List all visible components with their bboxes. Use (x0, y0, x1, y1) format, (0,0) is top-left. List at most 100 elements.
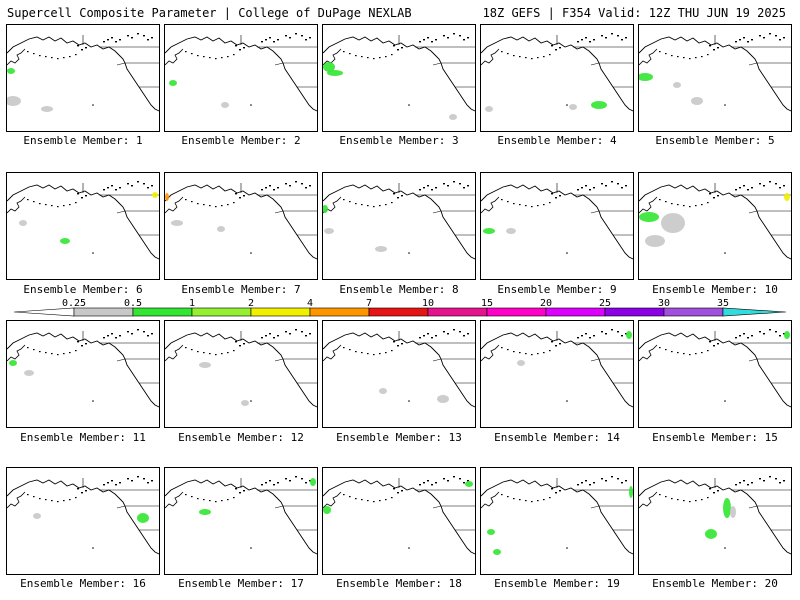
map-panel-19 (480, 467, 634, 575)
scp-shading (199, 509, 211, 515)
island (617, 331, 619, 333)
island (115, 189, 117, 191)
island (779, 187, 781, 189)
aleutian-island (549, 54, 551, 56)
island (713, 492, 715, 494)
island (743, 480, 745, 482)
island (301, 331, 303, 333)
island (739, 482, 741, 484)
aleutian-island (361, 499, 363, 501)
aleutian-island (227, 499, 229, 501)
aleutian-island (373, 206, 375, 208)
island (289, 480, 291, 482)
aleutian-island (191, 53, 193, 55)
colorbar-tick-label: 0.5 (124, 298, 142, 309)
aleutian-island (373, 58, 375, 60)
island (285, 35, 287, 37)
island (239, 49, 241, 51)
island (453, 476, 455, 478)
aleutian-island (51, 205, 53, 207)
aleutian-island (385, 56, 387, 58)
island (551, 488, 553, 490)
island (81, 345, 83, 347)
island (709, 341, 711, 343)
political-border (274, 62, 284, 66)
island (713, 49, 715, 51)
island (269, 185, 271, 187)
island (265, 482, 267, 484)
aleutian-island (519, 56, 521, 58)
aleutian-island (69, 499, 71, 501)
island (735, 337, 737, 339)
scp-shading (137, 513, 149, 523)
island (459, 478, 461, 480)
aleutian-island (221, 500, 223, 502)
island (447, 37, 449, 39)
aleutian-island (203, 56, 205, 58)
aleutian-island (355, 498, 357, 500)
island (427, 37, 429, 39)
aleutian-island (349, 201, 351, 203)
island (393, 341, 395, 343)
panel-label-3: Ensemble Member: 3 (339, 134, 459, 147)
coastline (481, 184, 633, 260)
island (763, 37, 765, 39)
aleutian-island (519, 499, 521, 501)
political-border (748, 505, 758, 509)
island (589, 41, 591, 43)
asia-coastline (481, 344, 500, 362)
island (419, 337, 421, 339)
hawaii-island (724, 547, 726, 549)
aleutian-island (75, 497, 77, 499)
island (585, 37, 587, 39)
aleutian-island (209, 353, 211, 355)
island (443, 331, 445, 333)
island (605, 37, 607, 39)
island (589, 337, 591, 339)
aleutian-island (659, 51, 661, 53)
aleutian-island (215, 354, 217, 356)
map-svg (165, 181, 317, 260)
aleutian-island (525, 500, 527, 502)
island (551, 341, 553, 343)
hawaii-island (92, 547, 94, 549)
aleutian-island (385, 352, 387, 354)
map-panel-12 (164, 320, 318, 428)
island (397, 49, 399, 51)
island (459, 183, 461, 185)
map-svg (165, 476, 317, 555)
aleutian-island (185, 347, 187, 349)
aleutian-island (367, 353, 369, 355)
asia-coastline (165, 48, 184, 66)
aleutian-island (33, 201, 35, 203)
island (423, 335, 425, 337)
colorbar-segment (486, 307, 547, 317)
island (137, 476, 139, 478)
asia-coastline (165, 344, 184, 362)
map-svg (481, 33, 633, 112)
island (435, 335, 437, 337)
aleutian-island (671, 55, 673, 57)
aleutian-island (27, 199, 29, 201)
island (625, 480, 627, 482)
island (443, 183, 445, 185)
island (779, 39, 781, 41)
panel-label-13: Ensemble Member: 13 (336, 431, 462, 444)
map-svg (7, 181, 159, 260)
asia-coastline (323, 491, 342, 509)
island (295, 33, 297, 35)
model-run-info: 18Z GEFS | F354 Valid: 12Z THU JUN 19 20… (482, 6, 786, 20)
aleutian-island (683, 353, 685, 355)
island (581, 187, 583, 189)
coastline (323, 332, 475, 408)
island (243, 47, 245, 49)
island (581, 482, 583, 484)
aleutian-island (531, 354, 533, 356)
colorbar-legend: 0.25 0.5 1 2 4 7 10 15 20 25 30 35 (13, 298, 787, 317)
asia-coastline (7, 196, 26, 214)
island (239, 345, 241, 347)
scp-shading (506, 228, 516, 234)
scp-shading (217, 226, 225, 232)
asia-coastline (639, 196, 658, 214)
political-border (432, 505, 442, 509)
